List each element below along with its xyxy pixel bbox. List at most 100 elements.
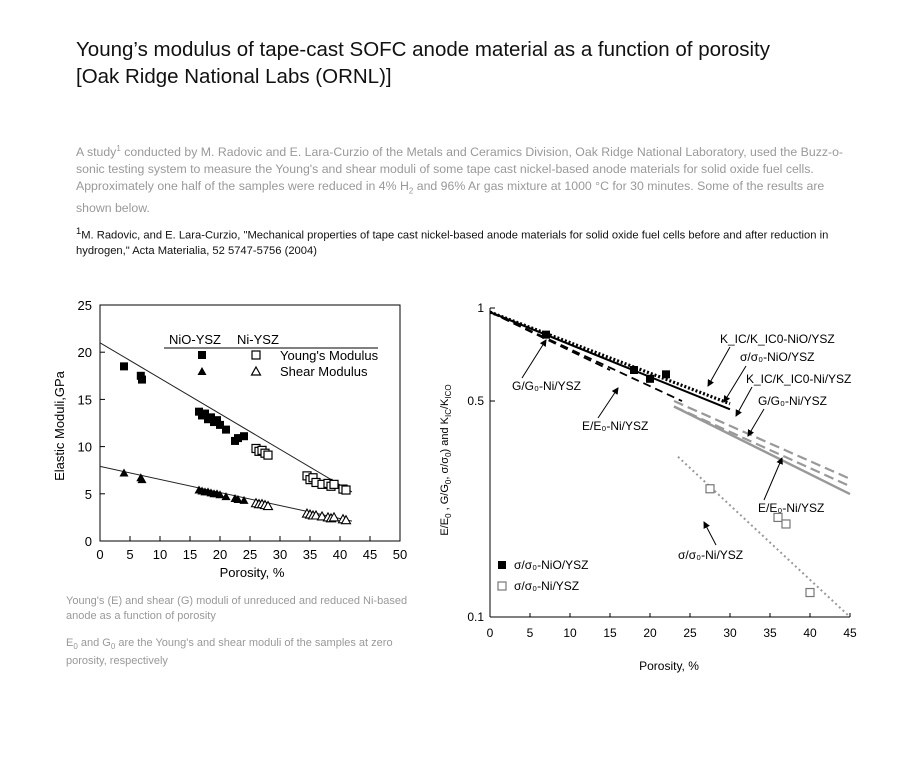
chart2-ytick-label: 1	[477, 301, 484, 315]
chart1-footnote-caption: E0 and G0 are the Young's and shear modu…	[66, 636, 426, 669]
chart1-point-youngs-nio	[213, 416, 221, 425]
legend-col-ni-ysz: Ni-YSZ	[237, 332, 279, 347]
annot-e-ni-upper: E/E₀-Ni/YSZ	[582, 419, 648, 433]
intro-text-1: A study	[76, 145, 117, 160]
chart1-point-youngs-ni	[329, 479, 339, 489]
chart1-point-youngs-nio	[120, 362, 128, 371]
chart2-legend: σ/σ₀-NiO/YSZ σ/σ₀-Ni/YSZ	[497, 558, 588, 593]
chart2-point-sig-ni	[705, 484, 715, 494]
legend-open-square	[251, 350, 261, 360]
page-title: Young’s modulus of tape-cast SOFC anode …	[76, 36, 876, 90]
legend-youngs-modulus: Young's Modulus	[280, 348, 379, 363]
chart2-xtick-label: 0	[487, 626, 494, 640]
chart2-annotations: K_IC/K_IC0-NiO/YSZ σ/σ₀-NiO/YSZ K_IC/K_I…	[512, 332, 851, 562]
arrow-kic-nio	[707, 346, 731, 387]
chart2-xtick-label: 40	[803, 626, 817, 640]
normalized-properties-chart: 0 5 10 15 20 25 30 35 40 45 1 0.5 0.1 Porosity, % E/…	[439, 301, 857, 673]
chart2-xtick-label: 5	[527, 626, 534, 640]
elastic-moduli-chart: 0 5 10 15 20 25 30 35 40 45 50 0 5 10 15 20 25 Porosity,…	[52, 298, 407, 580]
chart1-ytick-label: 0	[85, 534, 92, 549]
intro-text-2: conducted by M. Radovic and E. Lara-Curz…	[76, 145, 844, 194]
annot-e-ni-lower: E/E₀-Ni/YSZ	[758, 501, 824, 515]
chart1-point-shear-ni	[316, 510, 328, 521]
reference-text: M. Radovic, and E. Lara-Curzio, "Mechani…	[76, 229, 829, 258]
chart1-point-shear-nio	[233, 494, 243, 503]
chart2-line-sig-ni	[677, 456, 851, 618]
chart1-fit-line	[99, 342, 353, 493]
chart2-point-sig-nio	[662, 370, 670, 379]
chart2-line-kic-nio	[489, 310, 731, 406]
annot-sig-nio: σ/σ₀-NiO/YSZ	[740, 350, 814, 364]
chart1-xtick-label: 15	[183, 547, 197, 562]
chart1-point-youngs-nio	[216, 420, 224, 429]
chart2-xtick-label: 35	[763, 626, 777, 640]
chart2-line-sig-nio	[489, 311, 731, 411]
h2-subscript: 2	[408, 186, 414, 196]
chart2-xtick-label: 25	[683, 626, 697, 640]
cap2-sub2: 0	[110, 642, 116, 652]
chart1-xtick-label: 40	[333, 547, 347, 562]
cap2-sub1: 0	[73, 642, 78, 652]
chart1-ytick-label: 5	[85, 487, 92, 502]
arrow-g-ni-right	[747, 408, 765, 437]
chart2-line-g-nio	[489, 311, 611, 371]
chart2-xtick-label: 30	[723, 626, 737, 640]
chart1-point-youngs-nio	[201, 409, 209, 418]
arrow-g-ni-left	[521, 339, 547, 379]
chart2-point-sig-ni	[773, 512, 783, 523]
chart2-ylabel: E/E0 , G/G0, σ/σ0) and KIC/KICO	[439, 384, 453, 535]
chart2-xtick-label: 45	[843, 626, 857, 640]
legend-open-triangle	[250, 365, 262, 376]
arrow-e-ni-upper	[597, 387, 619, 419]
chart1-ytick-label: 15	[78, 392, 92, 407]
annot-g-ni-right: G/G₀-Ni/YSZ	[758, 394, 827, 408]
title-line-1: Young’s modulus of tape-cast SOFC anode …	[76, 38, 770, 61]
chart1-point-shear-nio	[119, 468, 129, 477]
chart2-xlabel: Porosity, %	[639, 659, 699, 673]
chart2-xtick-label: 10	[563, 626, 577, 640]
annot-g-ni-left: G/G₀-Ni/YSZ	[512, 379, 581, 393]
intro-paragraph: A study1 conducted by M. Radovic and E. …	[76, 140, 846, 217]
chart1-point-shear-ni	[262, 500, 274, 511]
chart1-xtick-label: 45	[363, 547, 377, 562]
chart1-point-youngs-nio	[207, 413, 215, 422]
footnote-marker: 1	[116, 144, 121, 153]
cap2-e: E	[66, 637, 74, 649]
arrow-sig-ni	[703, 521, 717, 546]
chart2-point-sig-nio	[646, 374, 654, 383]
chart2-xtick-label: 20	[643, 626, 657, 640]
chart1-ytick-label: 25	[78, 298, 92, 313]
chart1-point-shear-ni	[340, 514, 352, 525]
chart1-xtick-label: 35	[303, 547, 317, 562]
chart2-ytick-label: 0.5	[467, 394, 484, 408]
legend-shear-modulus: Shear Modulus	[280, 364, 368, 379]
chart2-point-sig-ni	[781, 519, 791, 529]
chart1-point-youngs-nio	[240, 432, 248, 441]
chart1-xtick-label: 25	[243, 547, 257, 562]
annot-sig-ni: σ/σ₀-Ni/YSZ	[678, 548, 743, 562]
chart1-point-shear-ni	[328, 511, 340, 522]
annot-kic-nio: K_IC/K_IC0-NiO/YSZ	[720, 332, 835, 346]
chart1-ytick-label: 10	[78, 440, 92, 455]
chart1-xlabel: Porosity, %	[220, 565, 285, 580]
legend-col-nio-ysz: NiO-YSZ	[169, 332, 221, 347]
chart1-point-youngs-nio	[222, 425, 230, 434]
chart2-line-kic-ni	[673, 400, 851, 480]
chart1-caption: Young's (E) and shear (G) moduli of unre…	[66, 595, 408, 622]
reference-marker: 1	[76, 226, 82, 236]
chart1-point-shear-nio	[215, 490, 225, 499]
chart1-xtick-label: 0	[96, 547, 103, 562]
reference-note: 1M. Radovic, and E. Lara-Curzio, "Mechan…	[76, 224, 846, 260]
cap2-rest: are the Young's and shear moduli of the …	[66, 637, 393, 668]
chart1-xtick-label: 10	[153, 547, 167, 562]
chart2-line-e-nio	[489, 311, 683, 402]
chart2-ytick-label: 0.1	[467, 610, 484, 624]
arrow-kic-ni	[735, 386, 753, 417]
chart2-line-e-ni	[673, 405, 851, 496]
legend-filled-triangle	[197, 367, 207, 375]
chart1-ylabel: Elastic Moduli,GPa	[52, 370, 67, 481]
chart1-xtick-label: 5	[126, 547, 133, 562]
arrow-sig-nio	[723, 365, 747, 403]
annot-kic-ni: K_IC/K_IC0-Ni/YSZ	[746, 372, 851, 386]
legend2-open-square	[497, 581, 507, 591]
